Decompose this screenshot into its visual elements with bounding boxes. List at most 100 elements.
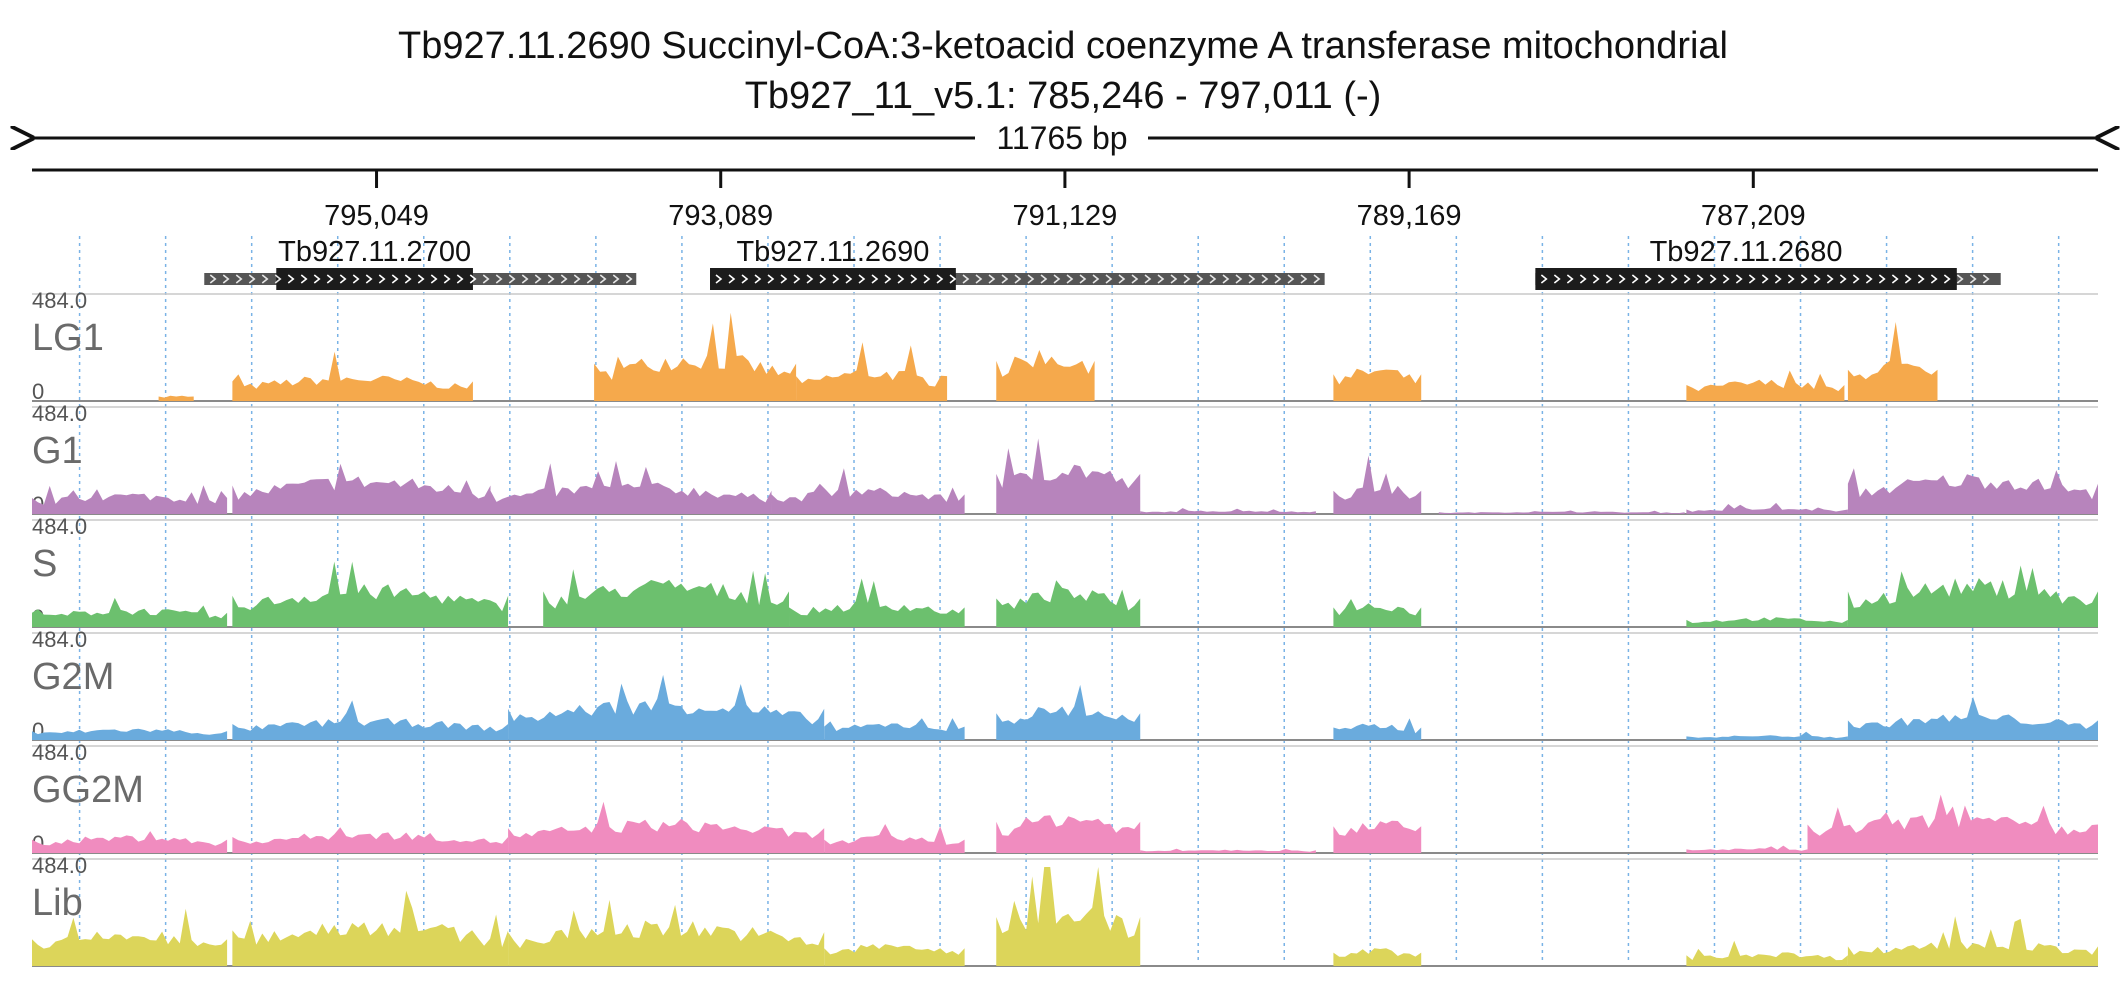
- strand-chevron: [1683, 274, 1691, 284]
- strand-chevron: [1248, 274, 1256, 284]
- strand-chevron: [443, 274, 451, 284]
- track-LG1: 484.0 0 LG1: [32, 288, 2098, 404]
- strand-chevron: [456, 274, 464, 284]
- gene-cds: [710, 268, 956, 290]
- strand-chevron: [508, 274, 516, 284]
- strand-chevron: [780, 274, 788, 284]
- strand-chevron: [988, 274, 996, 284]
- strand-chevron: [586, 274, 594, 284]
- strand-chevron: [1618, 274, 1626, 284]
- coverage-area: [1438, 510, 1685, 514]
- strand-chevron: [1631, 274, 1639, 284]
- coverage-area: [543, 569, 790, 627]
- strand-chevron: [1917, 274, 1925, 284]
- coverage-area: [508, 899, 825, 966]
- coverage-area: [508, 674, 825, 740]
- track-max-label: 484.0: [32, 853, 87, 878]
- strand-chevron: [534, 274, 542, 284]
- gene-annotation-track: Tb927.11.2700 Tb927.11.2690 Tb927.11.2680: [204, 236, 2001, 290]
- coverage-area: [996, 867, 1141, 966]
- strand-chevron: [1053, 274, 1061, 284]
- strand-chevron: [962, 274, 970, 284]
- strand-chevron: [1579, 274, 1587, 284]
- strand-chevron: [1105, 274, 1113, 284]
- track-max-label: 484.0: [32, 288, 87, 313]
- strand-chevron: [1891, 274, 1899, 284]
- strand-chevron: [1657, 274, 1665, 284]
- strand-chevron: [1222, 274, 1230, 284]
- strand-chevron: [975, 274, 983, 284]
- strand-chevron: [832, 274, 840, 284]
- coverage-area: [1686, 940, 1848, 966]
- coverage-area: [1140, 508, 1316, 514]
- strand-chevron: [482, 274, 490, 284]
- gene-cds: [276, 268, 473, 290]
- coverage-area: [1686, 502, 1848, 514]
- coverage-area: [824, 824, 965, 853]
- coverage-area: [1807, 794, 2098, 853]
- strand-chevron: [1274, 274, 1282, 284]
- coverage-area: [789, 578, 965, 627]
- strand-chevron: [1774, 274, 1782, 284]
- strand-chevron: [1040, 274, 1048, 284]
- coverage-area: [232, 463, 491, 514]
- track-name: LG1: [32, 317, 104, 359]
- strand-chevron: [339, 274, 347, 284]
- strand-chevron: [819, 274, 827, 284]
- strand-chevron: [1761, 274, 1769, 284]
- track-min-label: 0: [32, 379, 44, 404]
- gene-Tb927.11.2680: Tb927.11.2680: [1535, 236, 2001, 290]
- strand-chevron: [1183, 274, 1191, 284]
- coverage-area: [1333, 455, 1422, 514]
- coverage-area: [996, 580, 1141, 627]
- coverage-area: [996, 815, 1141, 853]
- strand-chevron: [715, 274, 723, 284]
- strand-chevron: [599, 274, 607, 284]
- strand-chevron: [1553, 274, 1561, 284]
- strand-chevron: [741, 274, 749, 284]
- coverage-area: [1686, 731, 1848, 740]
- track-name: GG2M: [32, 769, 144, 811]
- coverage-area: [996, 438, 1141, 514]
- strand-chevron: [1605, 274, 1613, 284]
- strand-chevron: [1696, 274, 1704, 284]
- strand-chevron: [248, 274, 256, 284]
- strand-chevron: [1014, 274, 1022, 284]
- strand-chevron: [547, 274, 555, 284]
- strand-chevron: [1670, 274, 1678, 284]
- strand-chevron: [209, 274, 217, 284]
- track-name: S: [32, 543, 57, 585]
- region-subtitle: Tb927_11_v5.1: 785,246 - 797,011 (-): [744, 75, 1382, 117]
- coverage-area: [1847, 696, 2098, 740]
- axis-tick-label: 795,049: [324, 200, 429, 232]
- strand-chevron: [1157, 274, 1165, 284]
- strand-chevron: [1027, 274, 1035, 284]
- coverage-area: [158, 395, 194, 401]
- strand-chevron: [378, 274, 386, 284]
- coverage-area: [1333, 948, 1422, 966]
- coverage-area: [796, 342, 948, 401]
- strand-chevron: [767, 274, 775, 284]
- coverage-area: [1333, 820, 1422, 853]
- strand-chevron: [1287, 274, 1295, 284]
- strand-chevron: [1261, 274, 1269, 284]
- strand-chevron: [884, 274, 892, 284]
- strand-chevron: [326, 274, 334, 284]
- strand-chevron: [1118, 274, 1126, 284]
- strand-chevron: [1839, 274, 1847, 284]
- gene-cds: [1535, 268, 1957, 290]
- track-name: G1: [32, 430, 83, 472]
- coverage-area: [32, 728, 228, 740]
- strand-chevron: [612, 274, 620, 284]
- strand-chevron: [235, 274, 243, 284]
- coverage-area: [232, 351, 473, 401]
- coverage-area: [32, 597, 228, 627]
- strand-chevron: [1644, 274, 1652, 284]
- gene-Tb927.11.2690: Tb927.11.2690: [710, 236, 1325, 290]
- coverage-area: [232, 700, 509, 740]
- strand-chevron: [495, 274, 503, 284]
- strand-chevron: [1956, 274, 1964, 284]
- strand-chevron: [1001, 274, 1009, 284]
- coverage-area: [232, 561, 509, 627]
- strand-chevron: [910, 274, 918, 284]
